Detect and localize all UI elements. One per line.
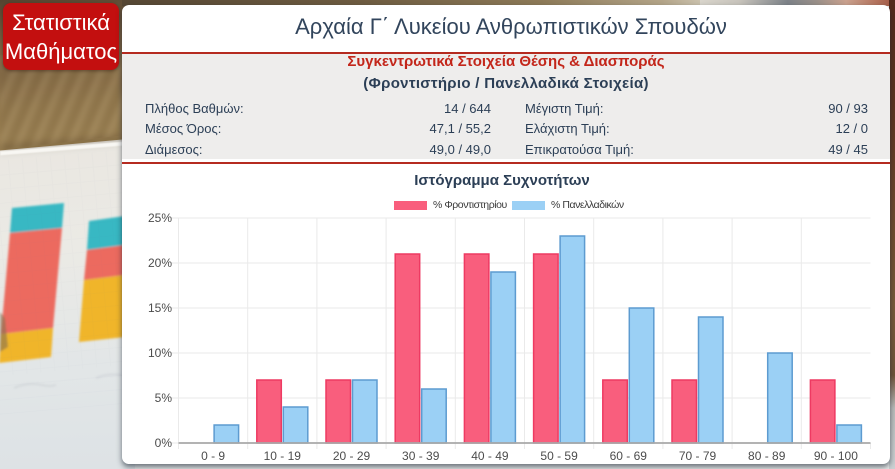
svg-text:50 - 59: 50 - 59 [540, 449, 578, 463]
svg-text:25%: 25% [148, 211, 172, 225]
svg-text:80 - 89: 80 - 89 [748, 449, 786, 463]
svg-text:0%: 0% [155, 436, 173, 450]
svg-text:30 - 39: 30 - 39 [402, 449, 440, 463]
svg-text:20 - 29: 20 - 29 [333, 449, 371, 463]
svg-text:70 - 79: 70 - 79 [679, 449, 717, 463]
svg-text:5%: 5% [155, 391, 173, 405]
svg-text:40 - 49: 40 - 49 [471, 449, 509, 463]
svg-text:20%: 20% [148, 256, 172, 270]
svg-text:0 - 9: 0 - 9 [201, 449, 225, 463]
svg-text:10%: 10% [148, 346, 172, 360]
svg-text:10 - 19: 10 - 19 [264, 449, 302, 463]
svg-text:90 - 100: 90 - 100 [814, 449, 858, 463]
svg-text:60 - 69: 60 - 69 [610, 449, 648, 463]
svg-text:15%: 15% [148, 301, 172, 315]
